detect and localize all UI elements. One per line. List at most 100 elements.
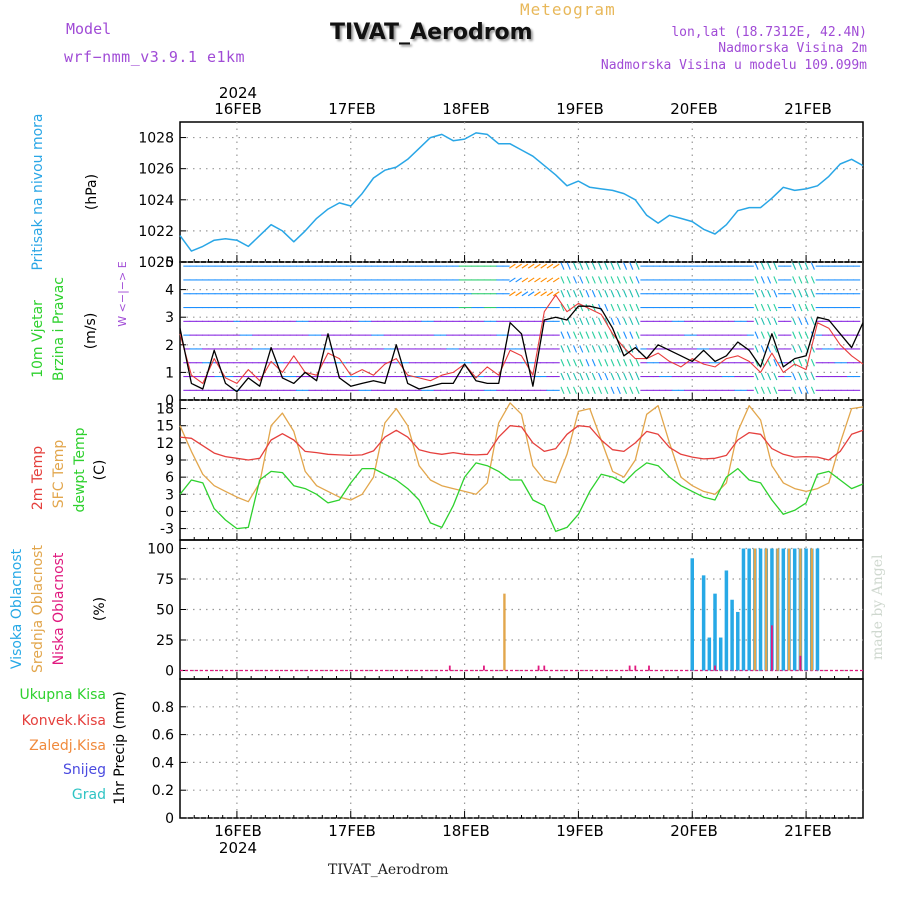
wind-arrow bbox=[792, 331, 797, 339]
wind-arrow bbox=[760, 290, 765, 298]
wind-arrow bbox=[546, 263, 554, 269]
pressure-series-line bbox=[179, 132, 864, 252]
wind-arrow bbox=[585, 345, 590, 353]
wind-arrow bbox=[598, 386, 603, 395]
wind-arrow bbox=[792, 262, 797, 270]
wind-arrow bbox=[560, 303, 565, 312]
wind-arrow bbox=[767, 262, 772, 270]
wind-arrow bbox=[610, 345, 615, 353]
top-day-label: 19FEB bbox=[556, 100, 603, 118]
wind-arrow bbox=[623, 303, 628, 312]
wind-arrow bbox=[527, 263, 535, 269]
wind-arrow bbox=[804, 372, 809, 381]
wind-arrow bbox=[760, 317, 765, 326]
top-year-label: 2024 bbox=[219, 84, 257, 102]
wind-arrow bbox=[792, 317, 797, 326]
pressure-ytick-label: 1022 bbox=[138, 224, 174, 240]
wind-arrow bbox=[623, 359, 628, 367]
wind-arrow bbox=[552, 277, 560, 283]
wind-ytick-label: 5 bbox=[165, 255, 174, 271]
wind-arrow bbox=[610, 317, 615, 326]
temperature-unit-label: (C) bbox=[92, 460, 108, 481]
cloud-bar bbox=[810, 548, 813, 671]
wind-arrow bbox=[572, 372, 578, 381]
wind-arrow bbox=[566, 345, 571, 353]
model-label: Model bbox=[66, 20, 112, 38]
wind-arrow bbox=[560, 331, 565, 339]
cloud-bar bbox=[741, 548, 746, 671]
precip-ytick-label: 0 bbox=[165, 811, 174, 827]
wind-arrow bbox=[579, 317, 584, 326]
wind-arrow bbox=[585, 317, 590, 326]
precip-ytick-label: 0.8 bbox=[152, 700, 174, 716]
wind-arrow bbox=[579, 345, 584, 353]
wind-arrow bbox=[610, 262, 615, 270]
clouds-ytick-label: 50 bbox=[156, 603, 174, 619]
temperature-side-label: SFC Temp bbox=[51, 440, 67, 509]
wind-arrow bbox=[585, 276, 590, 284]
wind-arrow bbox=[604, 303, 609, 312]
wind-arrow bbox=[623, 331, 628, 339]
wind-arrow bbox=[579, 262, 584, 270]
wind-arrow bbox=[804, 386, 809, 395]
wind-arrow bbox=[792, 386, 797, 395]
wind-arrow bbox=[572, 276, 578, 284]
wind-arrow bbox=[591, 262, 596, 270]
wind-arrow bbox=[527, 277, 535, 283]
wind-arrow bbox=[591, 290, 596, 298]
wind-arrow bbox=[572, 262, 578, 270]
elevation-label: Nadmorska Visina 2m bbox=[718, 41, 867, 56]
wind-arrow bbox=[810, 290, 815, 298]
top-day-label: 18FEB bbox=[442, 100, 489, 118]
wind-arrow bbox=[515, 291, 522, 297]
cloud-bar bbox=[776, 548, 779, 671]
temperature-ytick-label: 18 bbox=[156, 402, 174, 418]
precip-legend-label: Grad bbox=[72, 787, 106, 803]
precip-legend-label: Konvek.Kisa bbox=[22, 713, 106, 729]
wind-arrow bbox=[534, 291, 541, 297]
temperature-ytick-label: 15 bbox=[156, 419, 174, 435]
wind-arrow bbox=[754, 331, 759, 339]
wind-arrow bbox=[591, 276, 596, 284]
temp2m-line bbox=[179, 425, 864, 461]
wind-arrow bbox=[591, 359, 596, 367]
cloud-bar bbox=[718, 637, 723, 671]
cloud-bar bbox=[815, 548, 820, 671]
top-day-label: 16FEB bbox=[214, 100, 261, 118]
wind-arrow bbox=[798, 372, 803, 381]
wind-arrow bbox=[760, 359, 765, 367]
clouds-side-label: Niska Oblacnost bbox=[51, 552, 67, 665]
cloud-bar bbox=[765, 548, 768, 671]
clouds-ytick-label: 75 bbox=[156, 572, 174, 588]
wind-arrow bbox=[521, 291, 529, 297]
wind-arrow bbox=[604, 359, 609, 367]
cloud-bar bbox=[648, 665, 650, 671]
wind-arrow bbox=[572, 290, 578, 298]
precip-unit-label: 1hr Precip (mm) bbox=[112, 691, 128, 804]
wind-arrow bbox=[579, 372, 584, 381]
wind-arrow bbox=[804, 317, 809, 326]
wind-arrow bbox=[598, 276, 603, 284]
cloud-bar bbox=[792, 548, 797, 671]
wind-compass-label: W <−|−> E bbox=[116, 261, 129, 326]
wind-arrow bbox=[591, 317, 596, 326]
wind-ytick-label: 4 bbox=[165, 283, 174, 299]
panel-frame-wind bbox=[179, 261, 864, 401]
bottom-day-label: 19FEB bbox=[556, 822, 603, 840]
wind-arrow bbox=[767, 276, 772, 284]
wind-arrow bbox=[798, 290, 803, 298]
cloud-bar bbox=[714, 665, 716, 671]
wind-arrow bbox=[610, 386, 615, 395]
wind-arrow bbox=[629, 290, 634, 298]
wind-arrow bbox=[810, 317, 815, 326]
wind-arrow bbox=[616, 359, 621, 367]
wind-arrow bbox=[804, 290, 809, 298]
footer-station: TIVAT_Aerodrom bbox=[328, 862, 449, 878]
wind-arrow bbox=[604, 317, 609, 326]
wind-arrow bbox=[604, 262, 609, 270]
wind-speed-line bbox=[179, 305, 864, 393]
cloud-bar bbox=[690, 558, 694, 671]
cloud-bar bbox=[724, 570, 729, 671]
wind-arrow bbox=[773, 317, 778, 326]
wind-arrow bbox=[773, 262, 778, 270]
